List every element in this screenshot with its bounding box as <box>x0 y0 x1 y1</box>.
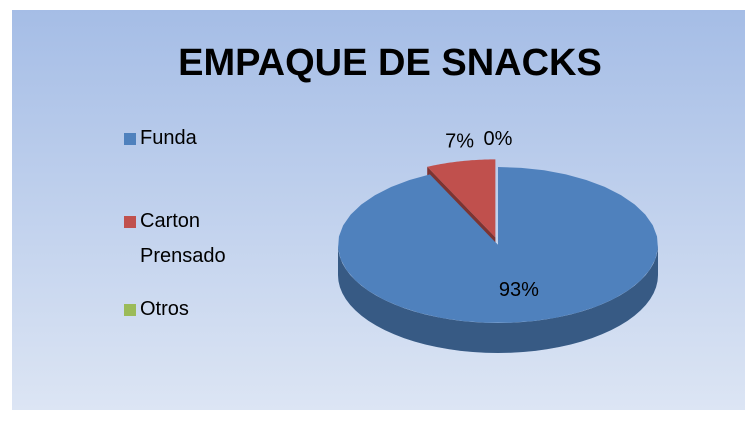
legend-swatch <box>124 133 136 145</box>
data-label: 0% <box>484 128 513 150</box>
legend-label: Funda <box>140 127 197 149</box>
legend-item: Funda <box>124 121 270 156</box>
data-label: 7% <box>445 131 474 153</box>
legend-label: Carton Prensado <box>140 210 226 267</box>
slice-side <box>338 245 658 353</box>
legend-item: Carton Prensado <box>124 204 270 274</box>
legend-label: Otros <box>140 298 189 320</box>
slice <box>427 159 496 238</box>
slice <box>338 167 658 323</box>
chart-title: EMPAQUE DE SNACKS <box>178 42 602 84</box>
legend-swatch <box>124 216 136 228</box>
data-label: 93% <box>499 279 539 301</box>
legend-item: Otros <box>124 292 270 327</box>
slice-side-shade <box>338 245 658 353</box>
legend-swatch <box>124 304 136 316</box>
